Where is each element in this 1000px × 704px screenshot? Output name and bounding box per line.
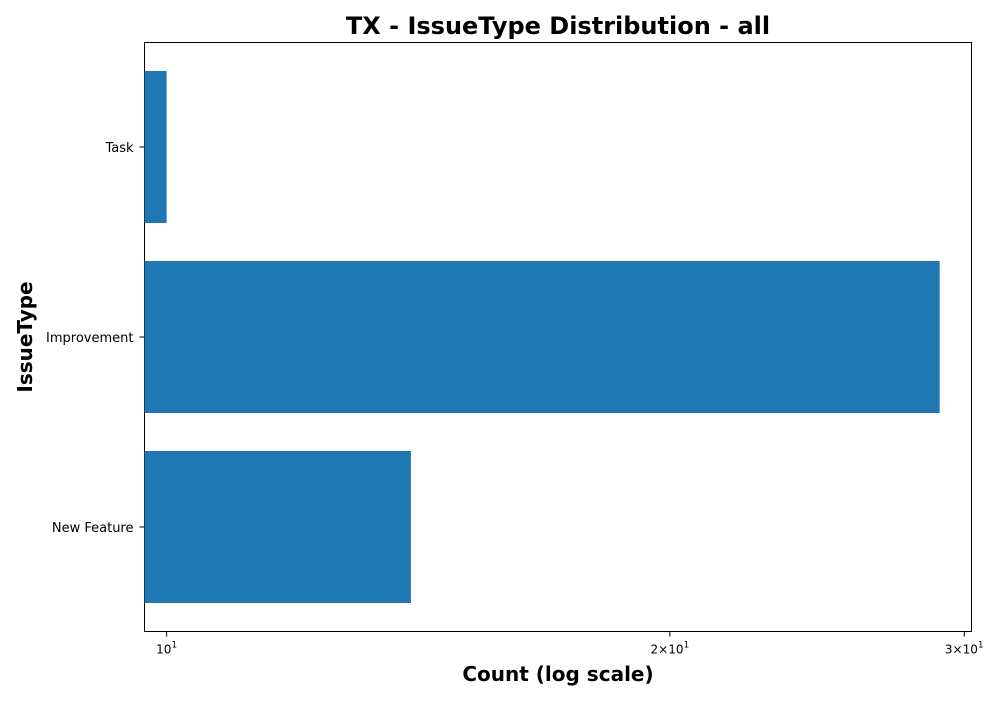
x-axis-label: Count (log scale) bbox=[462, 662, 653, 686]
x-ticks-layer: 101 2×101 3×101 bbox=[156, 631, 984, 657]
y-axis-label: IssueType bbox=[13, 281, 37, 392]
x-tick-label: 2×101 bbox=[651, 641, 690, 657]
chart-title: TX - IssueType Distribution - all bbox=[346, 12, 770, 40]
x-tick-label: 3×101 bbox=[945, 641, 984, 657]
y-tick-label: Task bbox=[104, 141, 134, 156]
bar-improvement bbox=[144, 261, 940, 413]
y-ticks-layer: New Feature Improvement Task bbox=[46, 141, 145, 536]
x-tick-label: 101 bbox=[156, 641, 177, 657]
y-tick-label: New Feature bbox=[52, 521, 134, 536]
bar-task bbox=[144, 71, 167, 223]
bars-layer bbox=[144, 71, 940, 603]
y-tick-label: Improvement bbox=[46, 331, 133, 346]
bar-new-feature bbox=[144, 451, 411, 603]
